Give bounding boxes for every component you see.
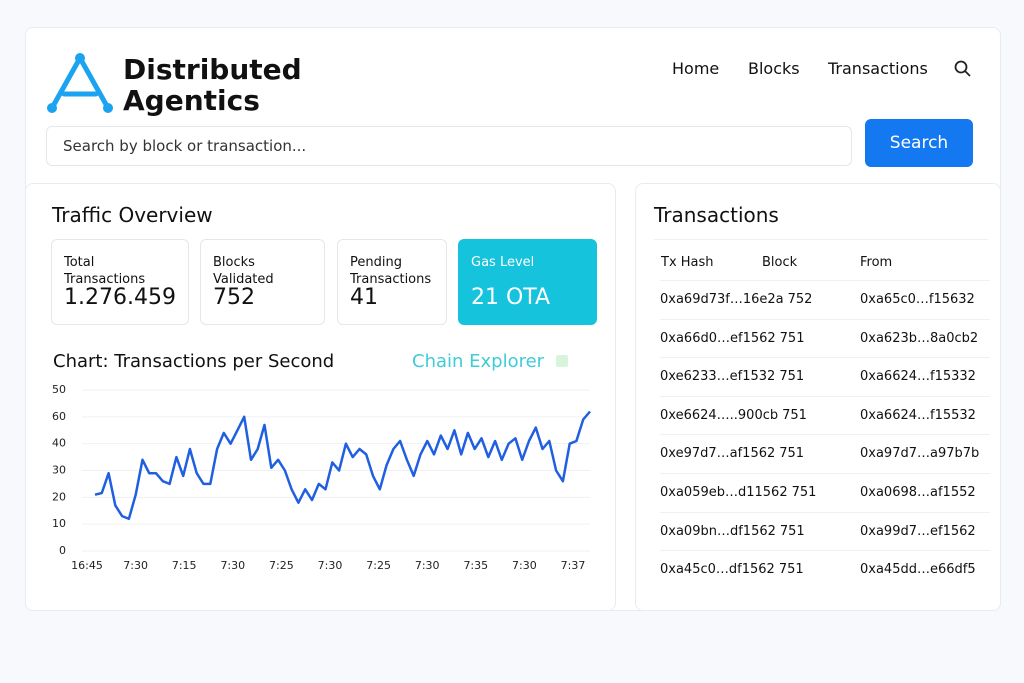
data-line — [94, 410, 591, 521]
stat-label: Blocks Validated — [213, 255, 274, 287]
cell-hash: 0xe97d7…af1562 — [660, 446, 776, 462]
search-input[interactable]: Search by block or transaction... — [46, 126, 852, 166]
table-row[interactable]: 0xe6624…..900cb 751 0xa6624…f15532 — [660, 395, 990, 435]
table-row[interactable]: 0xa09bn…df1562 751 0xa99d7…ef1562 — [660, 511, 990, 551]
y-tick-label: 50 — [52, 383, 66, 396]
cell-from: 0xa97d7…a97b7b — [860, 446, 980, 462]
cell-hash: 0xa69d73f…16e2a — [660, 292, 784, 307]
section-title: Traffic Overview — [52, 203, 213, 227]
stat-value: 1.276.459 — [64, 285, 176, 310]
table-row[interactable]: 0xa059eb…d11562 751 0xa0698…af1552 — [660, 473, 990, 512]
x-tick-label: 7:15 — [172, 559, 197, 572]
table-row[interactable]: 0xa45c0…df1562 751 0xa45dd…e66df5 — [660, 550, 990, 589]
x-tick-label: 7:30 — [415, 559, 440, 572]
cell-from: 0xa6624…f15332 — [860, 369, 976, 385]
search-icon[interactable] — [954, 60, 972, 78]
cell-hash: 0xa66d0…ef1562 — [660, 330, 776, 346]
cell-from: 0xa45dd…e66df5 — [860, 562, 976, 578]
cell-block: 751 — [791, 485, 817, 500]
line-chart: 0 10 20 30 40 60 50 16:45 7:30 7:15 7:30 7:25 7:30 7:… — [52, 383, 591, 572]
x-tick-label: 7:25 — [366, 559, 391, 572]
column-header: Block — [762, 255, 798, 270]
chart-title: Chart: Transactions per Second — [53, 351, 335, 372]
cell-from: 0xa6624…f15532 — [860, 407, 976, 423]
cell-block: 752 — [787, 292, 813, 307]
x-tick-label: 7:30 — [123, 559, 148, 572]
nav-link[interactable]: Blocks — [748, 59, 800, 78]
x-tick-label: 7:30 — [220, 559, 245, 572]
search-button[interactable]: Search — [865, 119, 973, 167]
divider — [654, 239, 988, 240]
link-text: Chain Explorer — [412, 351, 545, 372]
cell-block: 751 — [779, 369, 805, 385]
cell-from: 0xa99d7…ef1562 — [860, 523, 976, 539]
stat-value: 41 — [350, 285, 378, 310]
cell-hash: 0xa09bn…df1562 — [660, 523, 776, 539]
y-tick-label: 10 — [52, 517, 66, 530]
section-title: Transactions — [654, 203, 779, 227]
stat-label: Pending Transactions — [350, 255, 432, 287]
x-tick-label: 7:35 — [463, 559, 488, 572]
cell-hash: 0xe6624…..900cb — [660, 407, 779, 423]
stat-card: Pending Transactions 41 — [337, 239, 447, 325]
brand: Distributed Agentics — [123, 54, 302, 116]
nav-link[interactable]: Home — [672, 59, 720, 78]
column-header: Tx Hash — [661, 255, 714, 270]
stat-label: Total Transactions — [64, 255, 146, 287]
nav-link[interactable]: Transactions — [828, 59, 928, 78]
cell-from: 0xa0698…af1552 — [860, 485, 976, 500]
y-tick-label: 0 — [59, 544, 66, 557]
y-tick-label: 20 — [52, 490, 66, 503]
placeholder: Search by block or transaction... — [63, 137, 307, 155]
cell-hash: 0xa059eb…d11562 — [660, 485, 788, 500]
x-tick-label: 7:30 — [512, 559, 537, 572]
cell-from: 0xa65c0…f15632 — [860, 292, 975, 307]
cell-block: 751 — [778, 562, 804, 578]
cell-hash: 0xa45c0…df1562 — [660, 562, 775, 578]
cell-block: 751 — [779, 446, 805, 462]
table-row[interactable]: 0xe97d7…af1562 751 0xa97d7…a97b7b — [660, 434, 990, 473]
stat-value: 21 OTA — [471, 285, 551, 310]
table-row[interactable]: 0xe6233…ef1532 751 0xa6624…f15332 — [660, 357, 990, 396]
y-tick-label: 30 — [52, 464, 66, 477]
cell-hash: 0xe6233…ef1532 — [660, 369, 776, 385]
x-tick-label: 7:25 — [269, 559, 294, 572]
table-row[interactable]: 0xa66d0…ef1562 751 0xa623b…8a0cb2 — [660, 318, 990, 358]
logo — [47, 52, 113, 113]
brand-line: Distributed — [123, 53, 302, 86]
cell-block: 751 — [779, 523, 805, 539]
brand-line: Agentics — [123, 84, 260, 117]
cell-block: 751 — [779, 330, 805, 346]
table-row[interactable]: 0xa69d73f…16e2a 752 0xa65c0…f15632 — [660, 280, 990, 319]
stat-value: 752 — [213, 285, 255, 310]
x-tick-label: 16:45 — [71, 559, 103, 572]
stat-card: Total Transactions 1.276.459 — [51, 239, 189, 325]
y-tick-label: 60 — [52, 410, 66, 423]
stat-card: Blocks Validated 752 — [200, 239, 325, 325]
column-header: From — [860, 255, 893, 270]
y-tick-label: 40 — [52, 437, 66, 450]
chain-explorer-link[interactable]: Chain Explorer — [412, 351, 568, 372]
x-tick-label: 7:30 — [318, 559, 343, 572]
x-tick-label: 7:37 — [561, 559, 586, 572]
stat-label: Gas Level — [471, 255, 535, 270]
cell-block: 751 — [782, 407, 807, 423]
cell-from: 0xa623b…8a0cb2 — [860, 330, 979, 346]
transactions-card — [635, 183, 1001, 611]
stat-card: Gas Level 21 OTA — [458, 239, 597, 325]
link-icon — [555, 355, 568, 367]
